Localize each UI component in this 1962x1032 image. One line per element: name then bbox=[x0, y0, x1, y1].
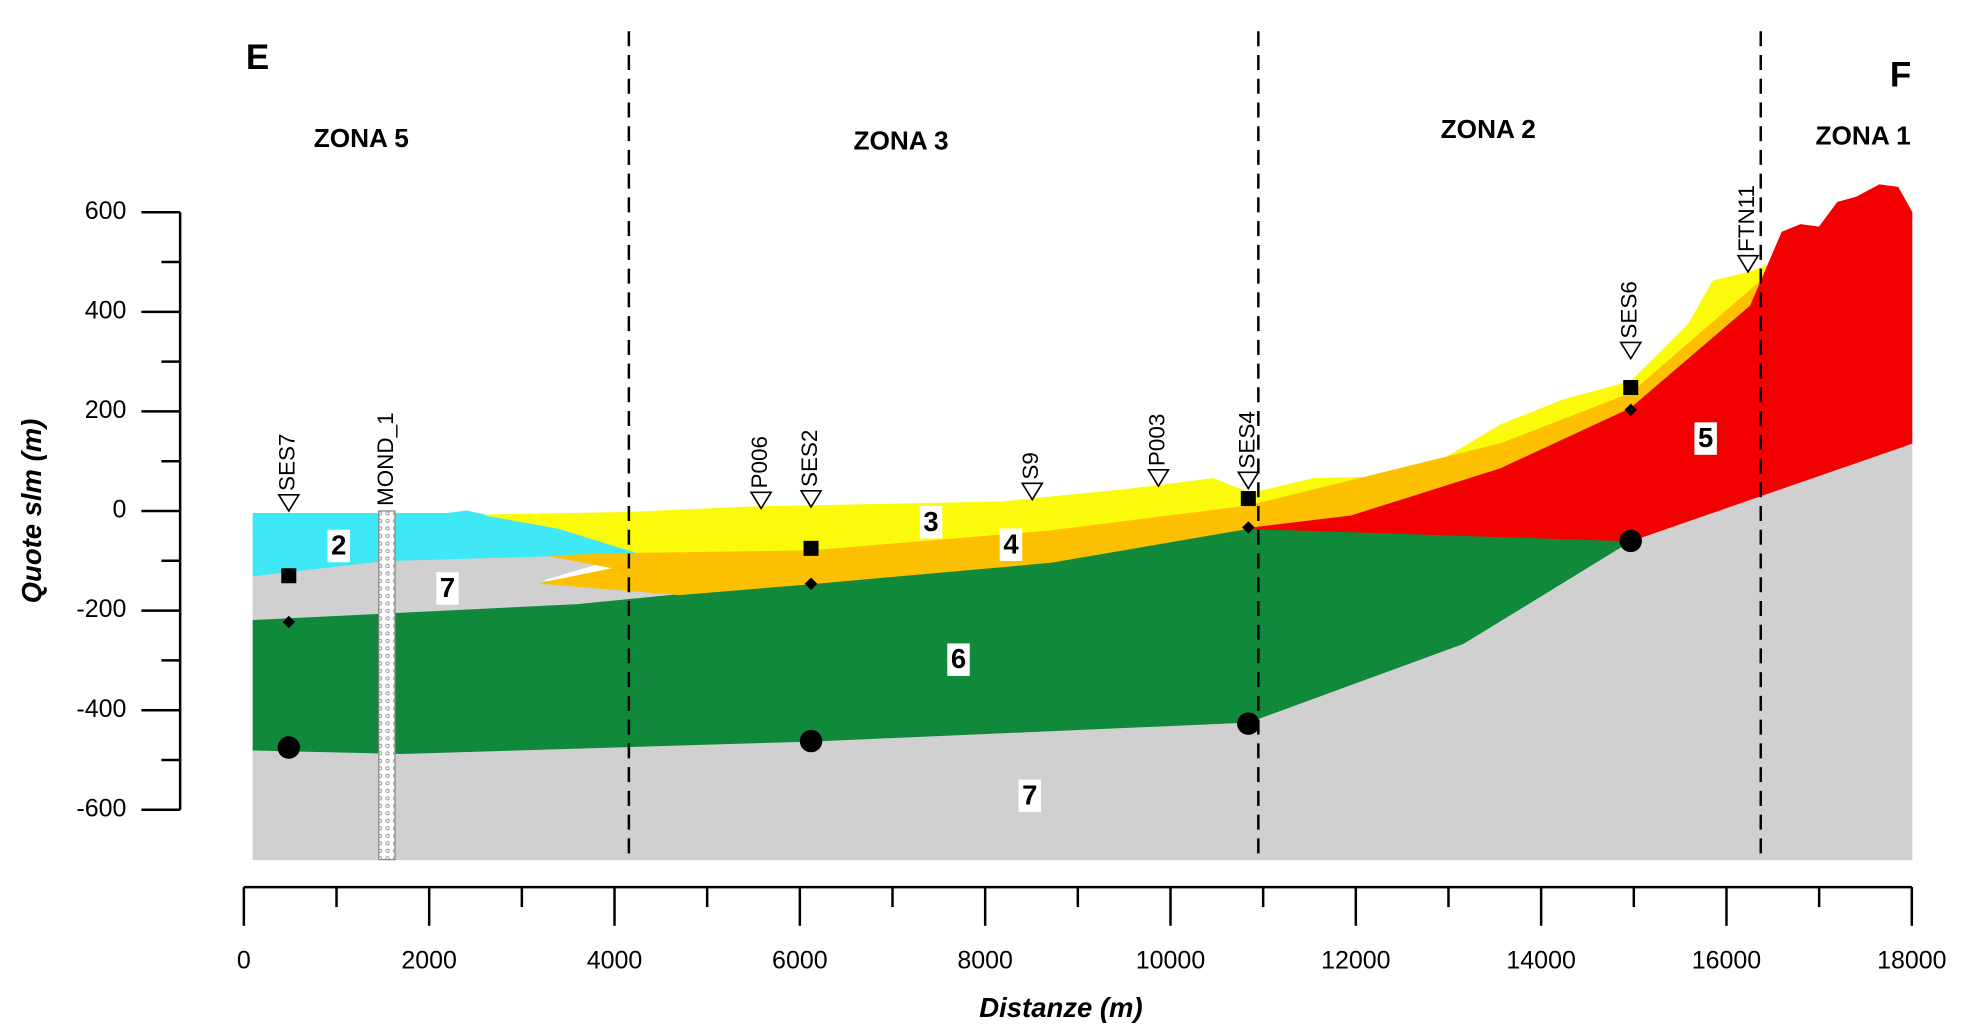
square-marker bbox=[803, 540, 819, 556]
y-tick-label: 400 bbox=[85, 296, 127, 324]
x-tick-label: 16000 bbox=[1692, 947, 1761, 975]
layer-label-bg bbox=[999, 528, 1023, 561]
well-label: SES7 bbox=[275, 434, 300, 491]
well-label: P003 bbox=[1144, 414, 1169, 466]
well-marker bbox=[799, 489, 823, 509]
zone-label: ZONA 1 bbox=[1815, 120, 1910, 150]
circle-marker bbox=[799, 729, 823, 753]
y-tick-label: -600 bbox=[76, 794, 126, 822]
square-marker bbox=[1623, 380, 1639, 396]
y-tick-label: 600 bbox=[85, 197, 127, 225]
layer-label: 4 bbox=[1003, 528, 1019, 559]
layer-label-bg bbox=[1018, 779, 1041, 813]
well-label: SES6 bbox=[1617, 281, 1642, 338]
layer bbox=[1248, 184, 1913, 542]
x-tick-label: 10000 bbox=[1136, 947, 1205, 975]
well-marker bbox=[749, 491, 773, 511]
borehole-label: MOND_1 bbox=[373, 412, 398, 506]
well-marker bbox=[1020, 482, 1044, 502]
well-label: SES4 bbox=[1234, 411, 1259, 468]
square-marker bbox=[281, 568, 297, 584]
x-tick-label: 2000 bbox=[401, 947, 457, 975]
well-marker bbox=[277, 493, 301, 513]
y-tick-label: -400 bbox=[76, 695, 126, 723]
layer-label-bg bbox=[1694, 422, 1717, 455]
x-axis-title: Distanze (m) bbox=[979, 992, 1142, 1023]
diamond-marker bbox=[804, 577, 818, 590]
well-label: FTN11 bbox=[1734, 185, 1759, 252]
well-label: P006 bbox=[747, 436, 772, 488]
layer-label: 6 bbox=[951, 643, 966, 674]
layer-label: 7 bbox=[440, 572, 455, 603]
layer-label-bg bbox=[327, 529, 351, 563]
layer-label-bg bbox=[919, 506, 943, 539]
well-marker bbox=[1619, 341, 1643, 361]
zone-label: ZONA 2 bbox=[1441, 114, 1536, 144]
circle-marker bbox=[1619, 529, 1642, 553]
layer-label-bg bbox=[436, 572, 459, 605]
x-tick-label: 12000 bbox=[1321, 947, 1390, 975]
x-tick-label: 14000 bbox=[1506, 947, 1575, 975]
well-marker bbox=[1736, 254, 1760, 274]
layer-label: 2 bbox=[331, 530, 346, 561]
y-tick-label: -200 bbox=[76, 595, 126, 623]
x-tick-label: 4000 bbox=[587, 947, 643, 975]
square-marker bbox=[1240, 491, 1256, 507]
end-label: F bbox=[1890, 56, 1911, 95]
y-tick-label: 200 bbox=[85, 396, 127, 424]
x-tick-label: 6000 bbox=[772, 947, 828, 975]
diamond-marker bbox=[1624, 403, 1637, 417]
borehole bbox=[378, 510, 396, 861]
layer-label: 3 bbox=[923, 506, 938, 537]
layer-label: 7 bbox=[1022, 779, 1037, 810]
well-marker bbox=[1146, 469, 1170, 488]
well-label: S9 bbox=[1018, 452, 1043, 479]
zone-label: ZONA 3 bbox=[853, 125, 948, 155]
zone-label: ZONA 5 bbox=[314, 123, 409, 153]
well-marker bbox=[1236, 471, 1260, 491]
x-tick-label: 0 bbox=[237, 947, 251, 975]
well-label: SES2 bbox=[797, 430, 822, 487]
x-tick-label: 18000 bbox=[1877, 947, 1946, 975]
y-axis-title: Quote slm (m) bbox=[16, 419, 47, 604]
y-tick-label: 0 bbox=[113, 496, 127, 524]
layer-label-bg bbox=[947, 643, 970, 676]
layer-label: 5 bbox=[1698, 422, 1713, 453]
x-tick-label: 8000 bbox=[957, 947, 1013, 975]
circle-marker bbox=[1237, 712, 1260, 735]
circle-marker bbox=[277, 736, 301, 759]
end-label: E bbox=[246, 38, 269, 77]
